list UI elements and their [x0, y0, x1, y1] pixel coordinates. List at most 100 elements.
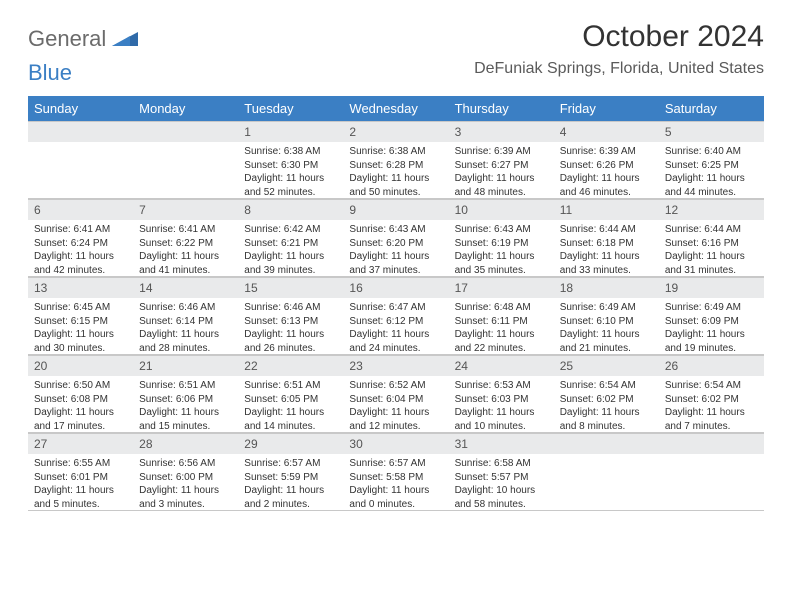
daylight-text: Daylight: 11 hours and 19 minutes. [665, 328, 758, 355]
calendar-cell: 22Sunrise: 6:51 AMSunset: 6:05 PMDayligh… [238, 355, 343, 433]
daylight-text: Daylight: 11 hours and 8 minutes. [560, 406, 653, 433]
sunset-text: Sunset: 6:03 PM [455, 393, 548, 407]
calendar-cell: 23Sunrise: 6:52 AMSunset: 6:04 PMDayligh… [343, 355, 448, 433]
sunset-text: Sunset: 6:01 PM [34, 471, 127, 485]
day-number: 4 [554, 121, 659, 142]
calendar-cell: 14Sunrise: 6:46 AMSunset: 6:14 PMDayligh… [133, 277, 238, 355]
sunset-text: Sunset: 6:00 PM [139, 471, 232, 485]
sunrise-text: Sunrise: 6:50 AM [34, 379, 127, 393]
day-details: Sunrise: 6:43 AMSunset: 6:19 PMDaylight:… [449, 220, 554, 276]
day-number: 2 [343, 121, 448, 142]
day-details: Sunrise: 6:44 AMSunset: 6:18 PMDaylight:… [554, 220, 659, 276]
brand-part1: General [28, 26, 106, 52]
daylight-text: Daylight: 11 hours and 10 minutes. [455, 406, 548, 433]
daylight-text: Daylight: 11 hours and 28 minutes. [139, 328, 232, 355]
sunrise-text: Sunrise: 6:56 AM [139, 457, 232, 471]
sunrise-text: Sunrise: 6:41 AM [34, 223, 127, 237]
sunrise-text: Sunrise: 6:57 AM [349, 457, 442, 471]
day-details: Sunrise: 6:47 AMSunset: 6:12 PMDaylight:… [343, 298, 448, 354]
day-number: 22 [238, 355, 343, 376]
calendar-cell: 13Sunrise: 6:45 AMSunset: 6:15 PMDayligh… [28, 277, 133, 355]
sunset-text: Sunset: 6:24 PM [34, 237, 127, 251]
day-details: Sunrise: 6:41 AMSunset: 6:22 PMDaylight:… [133, 220, 238, 276]
weekday-header: Sunday [28, 96, 133, 121]
sunrise-text: Sunrise: 6:39 AM [560, 145, 653, 159]
day-number: 29 [238, 433, 343, 454]
daylight-text: Daylight: 11 hours and 42 minutes. [34, 250, 127, 277]
sunrise-text: Sunrise: 6:46 AM [244, 301, 337, 315]
sunset-text: Sunset: 5:57 PM [455, 471, 548, 485]
daylight-text: Daylight: 11 hours and 17 minutes. [34, 406, 127, 433]
sunset-text: Sunset: 6:04 PM [349, 393, 442, 407]
daylight-text: Daylight: 11 hours and 2 minutes. [244, 484, 337, 511]
calendar-cell: 27Sunrise: 6:55 AMSunset: 6:01 PMDayligh… [28, 433, 133, 511]
calendar-cell: 10Sunrise: 6:43 AMSunset: 6:19 PMDayligh… [449, 199, 554, 277]
day-details: Sunrise: 6:52 AMSunset: 6:04 PMDaylight:… [343, 376, 448, 432]
brand-triangle-icon [112, 28, 138, 51]
calendar-week-row: 1Sunrise: 6:38 AMSunset: 6:30 PMDaylight… [28, 121, 764, 199]
day-number: 11 [554, 199, 659, 220]
sunrise-text: Sunrise: 6:54 AM [665, 379, 758, 393]
daylight-text: Daylight: 11 hours and 52 minutes. [244, 172, 337, 199]
day-number: 9 [343, 199, 448, 220]
daylight-text: Daylight: 11 hours and 39 minutes. [244, 250, 337, 277]
calendar-week-row: 6Sunrise: 6:41 AMSunset: 6:24 PMDaylight… [28, 199, 764, 277]
day-number: 14 [133, 277, 238, 298]
sunrise-text: Sunrise: 6:46 AM [139, 301, 232, 315]
daylight-text: Daylight: 11 hours and 15 minutes. [139, 406, 232, 433]
calendar-cell: 7Sunrise: 6:41 AMSunset: 6:22 PMDaylight… [133, 199, 238, 277]
sunset-text: Sunset: 6:05 PM [244, 393, 337, 407]
day-number: 27 [28, 433, 133, 454]
calendar-cell [659, 433, 764, 511]
daylight-text: Daylight: 11 hours and 30 minutes. [34, 328, 127, 355]
sunset-text: Sunset: 6:12 PM [349, 315, 442, 329]
sunrise-text: Sunrise: 6:48 AM [455, 301, 548, 315]
day-details: Sunrise: 6:38 AMSunset: 6:30 PMDaylight:… [238, 142, 343, 198]
day-details: Sunrise: 6:45 AMSunset: 6:15 PMDaylight:… [28, 298, 133, 354]
daylight-text: Daylight: 11 hours and 41 minutes. [139, 250, 232, 277]
day-number: 10 [449, 199, 554, 220]
calendar-page: General October 2024 DeFuniak Springs, F… [0, 0, 792, 531]
sunset-text: Sunset: 6:16 PM [665, 237, 758, 251]
day-number: 20 [28, 355, 133, 376]
day-number: 18 [554, 277, 659, 298]
day-details: Sunrise: 6:39 AMSunset: 6:26 PMDaylight:… [554, 142, 659, 198]
sunset-text: Sunset: 6:15 PM [34, 315, 127, 329]
sunrise-text: Sunrise: 6:38 AM [244, 145, 337, 159]
daylight-text: Daylight: 11 hours and 5 minutes. [34, 484, 127, 511]
calendar-table: Sunday Monday Tuesday Wednesday Thursday… [28, 96, 764, 511]
day-number: 30 [343, 433, 448, 454]
sunrise-text: Sunrise: 6:52 AM [349, 379, 442, 393]
sunset-text: Sunset: 6:11 PM [455, 315, 548, 329]
sunrise-text: Sunrise: 6:41 AM [139, 223, 232, 237]
calendar-cell: 19Sunrise: 6:49 AMSunset: 6:09 PMDayligh… [659, 277, 764, 355]
sunset-text: Sunset: 6:20 PM [349, 237, 442, 251]
daylight-text: Daylight: 11 hours and 12 minutes. [349, 406, 442, 433]
day-number: 3 [449, 121, 554, 142]
day-number: 21 [133, 355, 238, 376]
calendar-cell [554, 433, 659, 511]
daylight-text: Daylight: 11 hours and 7 minutes. [665, 406, 758, 433]
day-details: Sunrise: 6:51 AMSunset: 6:06 PMDaylight:… [133, 376, 238, 432]
sunrise-text: Sunrise: 6:42 AM [244, 223, 337, 237]
day-number: 17 [449, 277, 554, 298]
daylight-text: Daylight: 11 hours and 50 minutes. [349, 172, 442, 199]
sunset-text: Sunset: 6:27 PM [455, 159, 548, 173]
daylight-text: Daylight: 11 hours and 0 minutes. [349, 484, 442, 511]
sunrise-text: Sunrise: 6:53 AM [455, 379, 548, 393]
daylight-text: Daylight: 11 hours and 3 minutes. [139, 484, 232, 511]
calendar-cell: 9Sunrise: 6:43 AMSunset: 6:20 PMDaylight… [343, 199, 448, 277]
sunset-text: Sunset: 6:30 PM [244, 159, 337, 173]
sunset-text: Sunset: 6:21 PM [244, 237, 337, 251]
sunrise-text: Sunrise: 6:47 AM [349, 301, 442, 315]
calendar-cell: 30Sunrise: 6:57 AMSunset: 5:58 PMDayligh… [343, 433, 448, 511]
day-details: Sunrise: 6:42 AMSunset: 6:21 PMDaylight:… [238, 220, 343, 276]
day-details: Sunrise: 6:48 AMSunset: 6:11 PMDaylight:… [449, 298, 554, 354]
calendar-cell: 24Sunrise: 6:53 AMSunset: 6:03 PMDayligh… [449, 355, 554, 433]
day-details: Sunrise: 6:41 AMSunset: 6:24 PMDaylight:… [28, 220, 133, 276]
location-text: DeFuniak Springs, Florida, United States [474, 60, 764, 78]
day-number: 6 [28, 199, 133, 220]
weekday-header: Wednesday [343, 96, 448, 121]
sunrise-text: Sunrise: 6:44 AM [560, 223, 653, 237]
daylight-text: Daylight: 10 hours and 58 minutes. [455, 484, 548, 511]
